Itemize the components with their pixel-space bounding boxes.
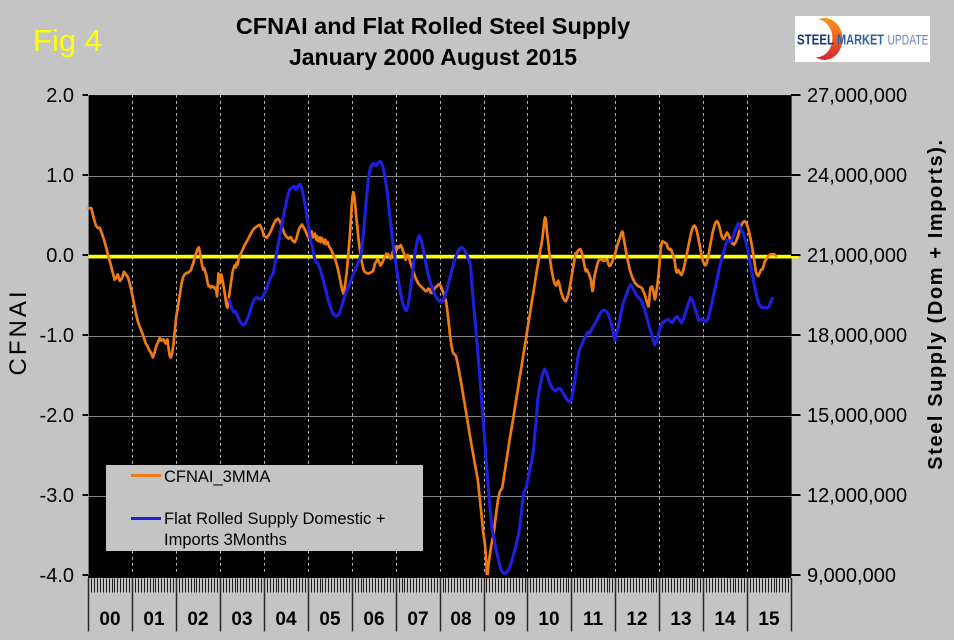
svg-text:UPDATE: UPDATE xyxy=(888,32,929,48)
svg-text:STEEL: STEEL xyxy=(797,33,834,49)
svg-text:MARKET: MARKET xyxy=(837,33,884,49)
